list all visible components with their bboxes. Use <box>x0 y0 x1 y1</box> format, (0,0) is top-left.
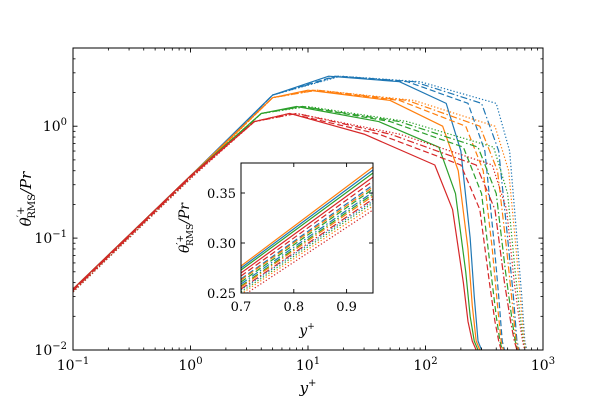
main-plot-frame <box>72 47 544 351</box>
inset-series-line-2 <box>241 169 373 269</box>
main-series-group <box>73 75 528 350</box>
inset-series-line-15 <box>241 205 373 293</box>
x-tick-label: 102 <box>413 356 437 374</box>
inset-y-axis-label: θ′+RMS/Pr <box>176 202 196 253</box>
main-series-line-12 <box>73 105 527 350</box>
y-tick-label: 10−2 <box>34 341 67 359</box>
main-series-line-16 <box>73 112 526 350</box>
x-tick-label: 100 <box>178 356 202 374</box>
inset-series-line-3 <box>241 172 373 271</box>
inset-y-tick-label: 0.30 <box>207 237 236 252</box>
inset-x-axis-label: y+ <box>298 322 314 339</box>
inset-y-tick-label: 0.25 <box>207 287 236 302</box>
main-series-line-8 <box>73 89 527 350</box>
inset-axis-ticks: 0.7 0.8 0.9 0.25 0.30 0.35 <box>207 163 373 315</box>
inset-y-tick-label: 0.35 <box>207 187 236 202</box>
inset-series-line-5 <box>241 180 373 277</box>
inset-plot-frame <box>240 162 374 294</box>
inset-series-line-1 <box>241 166 373 267</box>
inset-x-tick-label: 0.8 <box>283 300 304 315</box>
inset-series-group <box>241 166 373 293</box>
main-y-axis-label: θ′+RMS/Pr <box>16 171 38 226</box>
inset-x-tick-label: 0.9 <box>336 300 357 315</box>
main-series-line-15 <box>73 112 518 350</box>
main-series-line-1 <box>73 75 483 350</box>
x-tick-label: 103 <box>531 356 555 374</box>
inset-series-line-6 <box>241 184 373 280</box>
main-series-line-2 <box>73 75 506 350</box>
inset-series-line-4 <box>241 176 373 274</box>
inset-series-line-13 <box>241 200 373 291</box>
main-series-line-3 <box>73 75 520 350</box>
y-tick-label: 10−1 <box>34 229 67 247</box>
main-x-axis-label: y+ <box>299 378 317 397</box>
inset-x-tick-label: 0.7 <box>231 300 252 315</box>
y-tick-label: 100 <box>43 117 67 135</box>
x-tick-label: 101 <box>296 356 320 374</box>
inset-series-line-14 <box>241 202 373 293</box>
x-tick-label: 10−1 <box>57 356 90 374</box>
main-series-line-7 <box>73 89 520 350</box>
